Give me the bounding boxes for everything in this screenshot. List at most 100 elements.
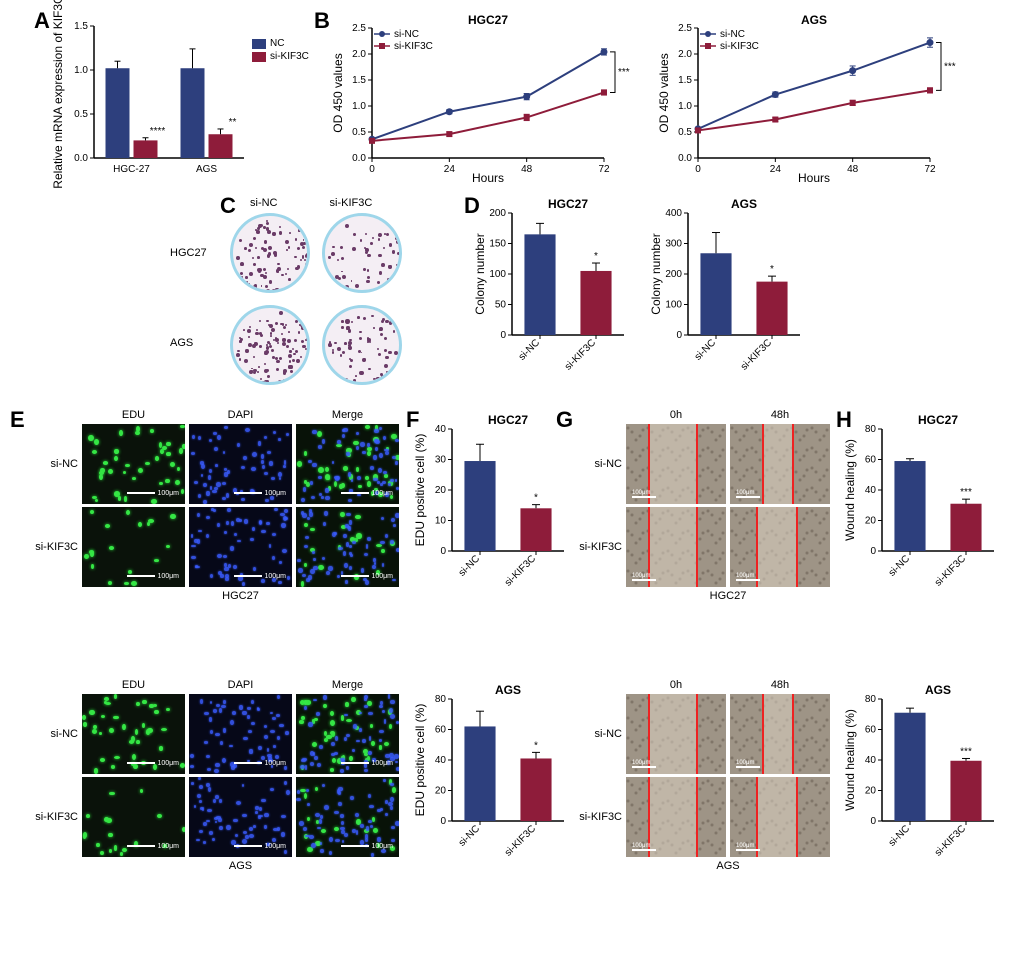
svg-text:150: 150 (489, 239, 506, 250)
svg-text:2.5: 2.5 (678, 23, 692, 34)
panel-f-label: F (406, 407, 419, 433)
svg-text:si-KIF3C: si-KIF3C (933, 823, 968, 858)
svg-text:****: **** (150, 126, 166, 137)
colony-well (322, 213, 402, 293)
wound-image: 100μm (730, 777, 830, 857)
fluorescence-image: 100μm (82, 507, 185, 587)
svg-text:EDU positive cell (%): EDU positive cell (%) (413, 434, 427, 547)
svg-text:si-KIF3C: si-KIF3C (503, 823, 538, 858)
svg-text:24: 24 (444, 164, 456, 175)
c-col-nc: si-NC (250, 197, 278, 209)
colony-well (230, 213, 310, 293)
svg-text:si-NC: si-NC (887, 553, 912, 578)
svg-text:si-KIF3C: si-KIF3C (933, 553, 968, 588)
wound-image: 100μm (730, 694, 830, 774)
svg-text:40: 40 (865, 485, 877, 496)
panel-g-ags: 0h48hsi-NC100μm100μmsi-KIF3C100μm100μmAG… (560, 679, 840, 959)
svg-text:2.5: 2.5 (352, 23, 366, 34)
svg-text:HGC-27: HGC-27 (113, 164, 150, 175)
svg-text:0: 0 (440, 816, 446, 827)
wound-image: 100μm (626, 694, 726, 774)
panel-b-label: B (314, 8, 330, 34)
svg-text:0.0: 0.0 (352, 153, 366, 164)
fluorescence-image: 100μm (82, 777, 185, 857)
svg-text:2.0: 2.0 (678, 49, 692, 60)
svg-text:0.0: 0.0 (74, 153, 88, 164)
svg-text:Relative mRNA expression of KI: Relative mRNA expression of KIF3C (51, 0, 65, 189)
svg-text:1.0: 1.0 (352, 101, 366, 112)
svg-text:Hours: Hours (472, 171, 504, 185)
svg-text:Colony number: Colony number (649, 233, 663, 314)
panel-b: B 0.00.51.01.52.02.50244872HoursOD 450 v… (320, 8, 1010, 189)
svg-text:*: * (594, 251, 598, 262)
wound-image: 100μm (626, 424, 726, 504)
fluorescence-image: 100μm (189, 507, 292, 587)
svg-text:Wound healing (%): Wound healing (%) (843, 439, 857, 541)
svg-text:0: 0 (676, 330, 682, 341)
legend-swatch-si (252, 52, 266, 62)
panel-g-label: G (556, 407, 573, 433)
svg-text:HGC27: HGC27 (488, 413, 528, 427)
panel-e-hgc27: E EDUDAPIMergesi-NC100μm100μm100μmsi-KIF… (10, 409, 410, 679)
svg-text:20: 20 (435, 485, 447, 496)
svg-text:EDU positive cell (%): EDU positive cell (%) (413, 704, 427, 817)
svg-text:0: 0 (870, 546, 876, 557)
svg-text:si-NC: si-NC (517, 337, 542, 362)
svg-text:0.5: 0.5 (678, 127, 692, 138)
wound-image: 100μm (730, 424, 830, 504)
fluorescence-image: 100μm (189, 424, 292, 504)
svg-text:AGS: AGS (196, 164, 217, 175)
fluorescence-image: 100μm (296, 694, 399, 774)
panel-d-label: D (464, 193, 480, 219)
svg-text:OD 450 values: OD 450 values (331, 53, 345, 132)
svg-text:***: *** (944, 61, 956, 72)
svg-text:1.5: 1.5 (678, 75, 692, 86)
svg-text:HGC27: HGC27 (468, 13, 508, 27)
fluorescence-image: 100μm (189, 777, 292, 857)
svg-text:***: *** (960, 746, 972, 757)
svg-text:*: * (534, 493, 538, 504)
svg-text:AGS: AGS (801, 13, 827, 27)
svg-text:**: ** (229, 117, 237, 128)
panel-a-legend: NC si-KIF3C (252, 38, 309, 62)
svg-text:AGS: AGS (495, 683, 521, 697)
panel-f-ags: 020406080EDU positive cell (%)AGSsi-NCsi… (410, 679, 560, 959)
svg-text:si-KIF3C: si-KIF3C (739, 337, 774, 372)
panel-a: A 0.00.51.01.5Relative mRNA expression o… (10, 8, 320, 189)
svg-text:0.5: 0.5 (74, 109, 88, 120)
c-col-si: si-KIF3C (330, 197, 373, 209)
svg-text:80: 80 (865, 424, 877, 435)
c-row-ags: AGS (170, 337, 193, 349)
svg-text:Wound healing (%): Wound healing (%) (843, 709, 857, 811)
legend-nc: NC (270, 38, 284, 49)
svg-text:1.5: 1.5 (74, 21, 88, 32)
svg-text:si-NC: si-NC (887, 823, 912, 848)
svg-text:0: 0 (870, 816, 876, 827)
svg-text:AGS: AGS (731, 197, 757, 211)
svg-text:20: 20 (865, 516, 877, 527)
panel-f-hgc27: F 010203040EDU positive cell (%)HGC27si-… (410, 409, 560, 679)
svg-text:si-KIF3C: si-KIF3C (394, 41, 433, 52)
svg-text:60: 60 (865, 455, 877, 466)
panel-g-hgc27: G 0h48hsi-NC100μm100μmsi-KIF3C100μm100μm… (560, 409, 840, 679)
svg-text:20: 20 (865, 786, 877, 797)
svg-text:80: 80 (865, 694, 877, 705)
svg-text:50: 50 (495, 300, 507, 311)
svg-text:0.0: 0.0 (678, 153, 692, 164)
svg-text:*: * (770, 264, 774, 275)
svg-text:24: 24 (770, 164, 782, 175)
svg-text:0: 0 (369, 164, 375, 175)
svg-text:*: * (534, 740, 538, 751)
panel-a-chart: 0.00.51.01.5Relative mRNA expression of … (50, 14, 250, 184)
svg-text:HGC27: HGC27 (918, 413, 958, 427)
svg-text:Colony number: Colony number (473, 233, 487, 314)
svg-text:0.5: 0.5 (352, 127, 366, 138)
fluorescence-image: 100μm (82, 694, 185, 774)
svg-text:AGS: AGS (925, 683, 951, 697)
legend-swatch-nc (252, 39, 266, 49)
svg-text:si-KIF3C: si-KIF3C (503, 553, 538, 588)
svg-text:1.0: 1.0 (74, 65, 88, 76)
svg-text:10: 10 (435, 516, 447, 527)
fluorescence-image: 100μm (189, 694, 292, 774)
svg-text:***: *** (960, 487, 972, 498)
